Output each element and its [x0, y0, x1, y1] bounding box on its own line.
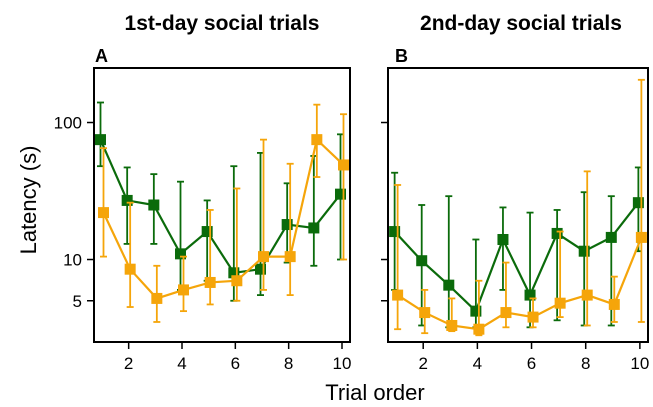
data-point-square [497, 233, 509, 245]
x-tick-label: 4 [177, 354, 186, 373]
panel-a-letter: A [95, 46, 108, 66]
data-point-square [443, 279, 455, 291]
data-point-square [281, 219, 293, 231]
data-point-square [554, 297, 566, 309]
x-tick-label: 8 [284, 354, 293, 373]
data-point-square [284, 251, 296, 263]
data-point-square [581, 289, 593, 301]
data-point-square [255, 263, 266, 275]
x-tick-label: 10 [333, 354, 352, 373]
data-point-square [578, 245, 590, 257]
series-orange [392, 78, 647, 337]
panel-a-title: 1st-day social trials [125, 12, 320, 35]
panel-b-letter: B [395, 46, 408, 66]
x-axis-label: Trial order [325, 380, 424, 405]
data-point-square [148, 199, 160, 211]
data-point-square [608, 298, 620, 310]
series-line [393, 201, 640, 314]
data-point-square [175, 248, 186, 260]
x-tick-label: 6 [527, 354, 536, 373]
data-point-square [416, 255, 428, 267]
data-point-square [124, 263, 136, 275]
x-tick-label: 10 [630, 354, 649, 373]
plot-frame [387, 67, 649, 343]
data-point-square [338, 159, 349, 171]
data-point-square [605, 231, 617, 243]
data-point-square [308, 222, 320, 234]
data-point-square [151, 292, 163, 304]
data-point-square [201, 226, 213, 238]
series-green [389, 166, 644, 329]
data-point-square [527, 311, 539, 323]
data-point-square [178, 284, 189, 296]
panel-b: 2nd-day social trials B 2 4 6 8 10 [381, 12, 649, 373]
data-point-square [632, 197, 644, 209]
data-point-square [473, 323, 485, 335]
data-point-square [419, 307, 431, 319]
data-point-square [95, 134, 106, 146]
data-point-square [389, 226, 401, 238]
series-line [99, 139, 342, 274]
x-tick-label: 2 [124, 354, 133, 373]
data-point-square [335, 188, 346, 200]
series-line [397, 236, 643, 331]
data-point-square [392, 289, 404, 301]
data-point-square [446, 319, 458, 331]
series-line [102, 137, 345, 300]
data-point-square [551, 227, 563, 239]
data-point-square [470, 305, 482, 317]
data-point-square [231, 275, 243, 287]
y-tick-label: 10 [63, 251, 82, 270]
data-point-square [98, 207, 109, 219]
y-tick-label: 5 [73, 292, 82, 311]
panel-b-title: 2nd-day social trials [420, 12, 622, 35]
x-tick-label: 6 [231, 354, 240, 373]
y-axis-label: Latency (s) [16, 146, 41, 255]
y-tick-label: 100 [54, 114, 82, 133]
x-tick-label: 4 [473, 354, 482, 373]
plot-frame [93, 67, 351, 343]
data-point-square [635, 231, 647, 243]
series-orange [98, 103, 349, 323]
x-tick-label: 2 [418, 354, 427, 373]
panel-a: 1st-day social trials A 2 4 6 8 10 5 10 100 [54, 12, 352, 373]
data-point-square [524, 289, 536, 301]
data-point-square [204, 276, 216, 288]
data-point-square [258, 251, 269, 263]
data-point-square [121, 194, 133, 206]
x-tick-label: 8 [581, 354, 590, 373]
data-point-square [311, 134, 323, 146]
data-point-square [228, 267, 240, 279]
data-point-square [500, 307, 512, 319]
